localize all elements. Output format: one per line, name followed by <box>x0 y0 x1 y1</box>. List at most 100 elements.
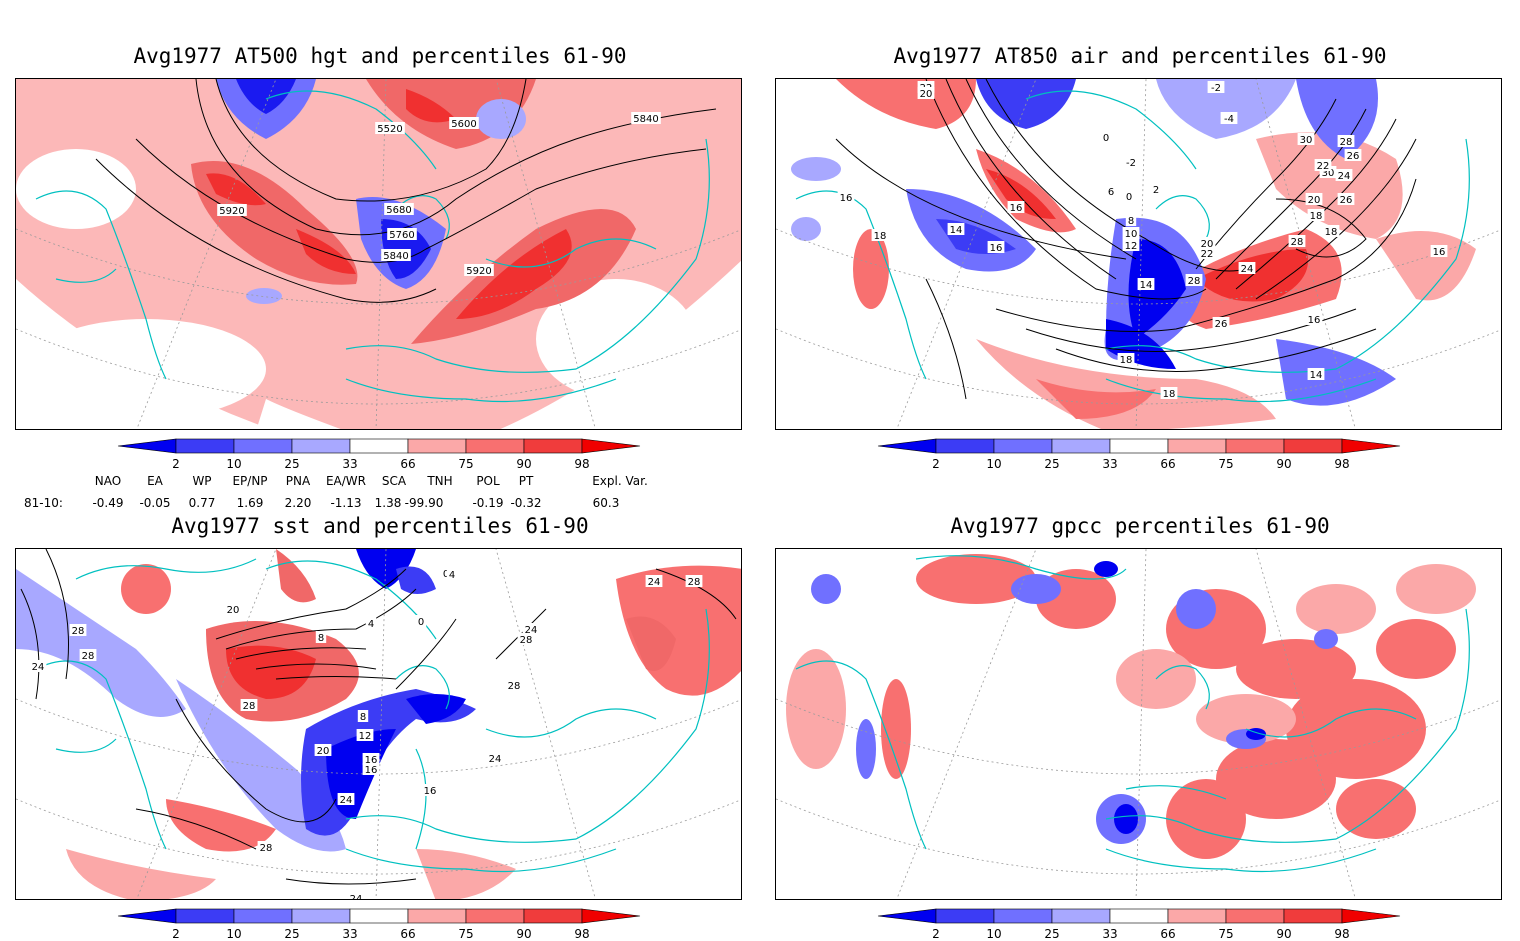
svg-text:24: 24 <box>1241 264 1254 275</box>
colorbar-segment <box>407 908 467 924</box>
colorbar-tick-label: 33 <box>1102 457 1118 471</box>
svg-text:28: 28 <box>1188 276 1201 287</box>
colorbar-tick-label: 90 <box>1276 457 1292 471</box>
svg-text:5840: 5840 <box>383 251 408 262</box>
svg-text:14: 14 <box>1310 370 1323 381</box>
contour-label: 4 <box>365 617 377 630</box>
colorbar-segment <box>523 908 583 924</box>
contour-label: 14 <box>1307 368 1325 381</box>
svg-text:12: 12 <box>359 731 372 742</box>
colorbar-segment <box>993 908 1053 924</box>
colorbar-tick-label: 75 <box>458 927 474 941</box>
colorbar-segment <box>175 908 235 924</box>
svg-text:5920: 5920 <box>219 206 244 217</box>
contour-label: 12 <box>1122 239 1140 252</box>
svg-text:16: 16 <box>1433 247 1446 258</box>
contour-label: 28 <box>517 633 535 646</box>
contour-label: 16 <box>837 191 855 204</box>
svg-text:28: 28 <box>1340 137 1353 148</box>
contour-label: 5840 <box>381 249 411 262</box>
svg-text:5520: 5520 <box>377 124 402 135</box>
contour-label: 16 <box>1007 201 1025 214</box>
panel-title-4: Avg1977 gpcc percentiles 61-90 <box>950 514 1330 538</box>
svg-text:18: 18 <box>1325 227 1338 238</box>
svg-text:20: 20 <box>317 746 330 757</box>
index-row-label: 81-10: <box>24 496 63 510</box>
colorbar-segment <box>1283 908 1343 924</box>
panel-title-3: Avg1977 sst and percentiles 61-90 <box>171 514 589 538</box>
colorbar-tick-label: 2 <box>172 457 180 471</box>
svg-text:-2: -2 <box>1126 158 1136 169</box>
colorbar-tick-label: 66 <box>1160 457 1176 471</box>
colorbar-4: 2 10 25 33 66 75 90 98 <box>877 908 1438 941</box>
colorbar-tick-label: 33 <box>342 457 358 471</box>
svg-text:16: 16 <box>1308 315 1321 326</box>
index-header: EA/WR <box>325 474 367 488</box>
svg-text:24: 24 <box>648 577 661 588</box>
contour-label: 5920 <box>464 264 494 277</box>
colorbar-segment <box>1341 438 1401 454</box>
colorbar-tick-label: 33 <box>1102 927 1118 941</box>
contour-label: 22 <box>1198 247 1216 260</box>
svg-text:28: 28 <box>520 635 533 646</box>
contour-label: -4 <box>1220 112 1238 125</box>
colorbar-segment <box>1167 908 1227 924</box>
colorbar-segment <box>1109 438 1169 454</box>
svg-text:28: 28 <box>82 651 95 662</box>
svg-text:10: 10 <box>1125 229 1138 240</box>
colorbar-segment <box>877 908 937 924</box>
svg-text:28: 28 <box>260 843 273 854</box>
indices-table: NAO EA WP EP/NP PNA EA/WR SCA TNH POL PT Expl. Var… <box>0 474 760 514</box>
colorbar-segment <box>349 908 409 924</box>
index-header: PNA <box>285 474 311 488</box>
map-panel-at850-air: 2220-2-40-220461616181416810121420222428… <box>775 78 1502 430</box>
colorbar-2: 2 10 25 33 66 75 90 98 <box>877 438 1438 471</box>
colorbar-segment <box>465 908 525 924</box>
svg-text:0: 0 <box>443 569 449 580</box>
colorbar-tick-label: 98 <box>574 927 590 941</box>
contour-label: 28 <box>505 679 523 692</box>
colorbar-tick-label: 10 <box>226 927 242 941</box>
svg-text:28: 28 <box>508 681 521 692</box>
contour-label: 0 <box>440 567 452 580</box>
index-value: -99.90 <box>404 496 444 510</box>
colorbar-segment <box>117 908 177 924</box>
svg-text:18: 18 <box>1120 355 1133 366</box>
colorbar-tick-label: 25 <box>284 457 300 471</box>
svg-text:24: 24 <box>1338 171 1351 182</box>
colorbar-tick-label: 98 <box>1334 927 1350 941</box>
svg-text:22: 22 <box>1201 249 1214 260</box>
svg-text:16: 16 <box>365 765 378 776</box>
svg-text:0: 0 <box>1126 192 1132 203</box>
contour-label: 24 <box>645 575 663 588</box>
colorbar-segment <box>291 438 351 454</box>
svg-text:4: 4 <box>368 619 374 630</box>
svg-text:6: 6 <box>1108 187 1114 198</box>
colorbar-segment <box>1341 908 1401 924</box>
svg-text:18: 18 <box>1310 211 1323 222</box>
colorbar-tick-label: 10 <box>226 457 242 471</box>
contour-label: 16 <box>987 241 1005 254</box>
map-panel-at500-hgt: 5520 5600 5840 5920 5680 5760 5840 5920 <box>15 78 742 430</box>
contour-label: 5680 <box>384 203 414 216</box>
colorbar-1: 2 10 25 33 66 75 90 98 <box>117 438 678 471</box>
colorbar-segment <box>175 438 235 454</box>
svg-text:16: 16 <box>990 243 1003 254</box>
colorbar-segment <box>407 438 467 454</box>
colorbar-segment <box>581 908 641 924</box>
contour-label: 8 <box>315 631 327 644</box>
colorbar-segment <box>935 438 995 454</box>
colorbar-segment <box>117 438 177 454</box>
colorbar-tick-label: 2 <box>172 927 180 941</box>
svg-text:8: 8 <box>360 712 366 723</box>
index-header: WP <box>192 474 212 488</box>
contour-label: 0 <box>1100 131 1112 144</box>
contour-label: 0 <box>415 615 427 628</box>
contour-label: 20 <box>1305 193 1323 206</box>
svg-text:8: 8 <box>1128 216 1134 227</box>
index-value: -1.13 <box>330 496 362 510</box>
contour-label: 24 <box>1335 169 1353 182</box>
contour-label: 0 <box>1123 190 1135 203</box>
colorbar-segment <box>935 908 995 924</box>
colorbar-segment <box>465 438 525 454</box>
